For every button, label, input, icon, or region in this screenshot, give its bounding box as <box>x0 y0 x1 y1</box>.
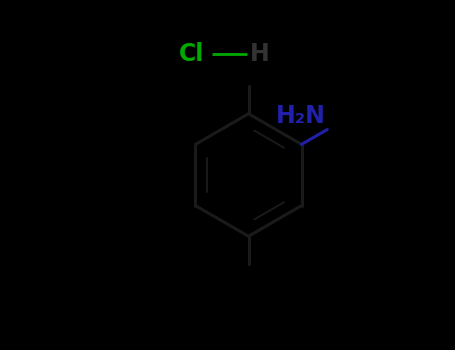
Text: H₂N: H₂N <box>276 104 326 128</box>
Text: H: H <box>250 42 270 66</box>
Text: Cl: Cl <box>179 42 205 66</box>
